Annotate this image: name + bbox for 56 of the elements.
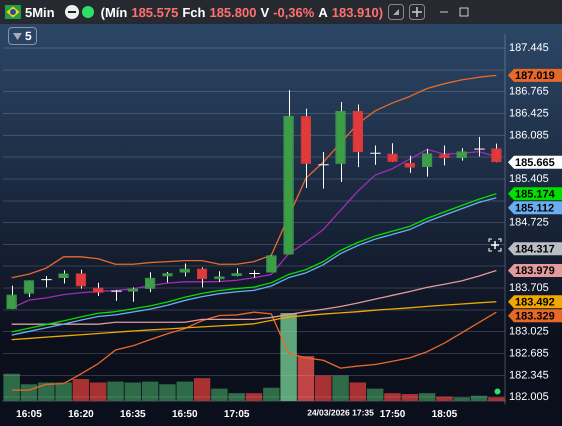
bar <box>366 388 384 401</box>
candlestick <box>40 276 52 288</box>
text: (Mín 185.575 Fch 185.800 V -0,36% A 183.910) <box>100 4 384 20</box>
candlestick <box>162 271 173 284</box>
bar <box>315 375 332 401</box>
y-tick-label: 182.685 <box>509 348 549 360</box>
candlestick <box>58 270 69 284</box>
candlestick <box>370 145 382 166</box>
candlestick <box>214 270 225 282</box>
y-tick-label: 186.765 <box>509 86 549 98</box>
data-label: 185.112 <box>515 202 554 214</box>
y-tick-label: 184.725 <box>509 216 549 229</box>
y-tick-label: 182.005 <box>509 391 549 404</box>
candlestick <box>180 263 190 277</box>
bar <box>488 397 505 401</box>
bar <box>194 378 210 401</box>
y-tick-label: 183.705 <box>509 282 549 294</box>
data-label: 183.979 <box>515 265 555 278</box>
data-label: 183.329 <box>515 310 555 322</box>
candlestick <box>387 142 398 162</box>
data-label: 187.019 <box>515 70 555 82</box>
candlestick <box>474 136 486 158</box>
text: 184.317 <box>515 243 555 256</box>
text: 185.665 <box>515 156 555 169</box>
bar <box>298 356 314 401</box>
candlestick <box>93 282 104 297</box>
x-tick-label: 16:50 <box>172 408 198 420</box>
annotation: 5 <box>25 28 32 44</box>
bar <box>332 375 349 401</box>
y-tick-label: 182.345 <box>509 369 549 382</box>
y-tick-label: 186.085 <box>509 129 549 142</box>
candlestick <box>318 151 330 190</box>
bar <box>418 393 436 401</box>
candlestick <box>439 145 450 166</box>
x-tick-label: 17:05 <box>224 408 250 420</box>
x-tick-label: 16:35 <box>120 408 146 420</box>
bar <box>436 396 453 401</box>
bar <box>350 382 366 401</box>
y-tick-label: 186.425 <box>509 108 549 120</box>
x-tick-label: 16:20 <box>68 408 94 420</box>
chart-title: 5Min <box>25 4 55 20</box>
x-tick-label: 18:05 <box>432 408 458 420</box>
x-tick-label: 17:50 <box>380 408 406 420</box>
y-tick-label: 183.025 <box>509 326 549 338</box>
y-tick-label: 187.445 <box>509 42 549 54</box>
x-tick-label: 16:05 <box>16 408 42 420</box>
y-tick-label: 185.405 <box>509 173 549 186</box>
candlestick <box>110 289 122 302</box>
candlestick <box>404 155 415 174</box>
data-label: 183.492 <box>515 296 555 308</box>
x-tick-label: 24/03/2026 17:35 <box>307 407 374 418</box>
bar <box>246 393 262 401</box>
candlestick <box>128 286 138 302</box>
bar <box>263 388 280 401</box>
bar <box>280 313 297 401</box>
data-label: 185.174 <box>515 188 556 200</box>
